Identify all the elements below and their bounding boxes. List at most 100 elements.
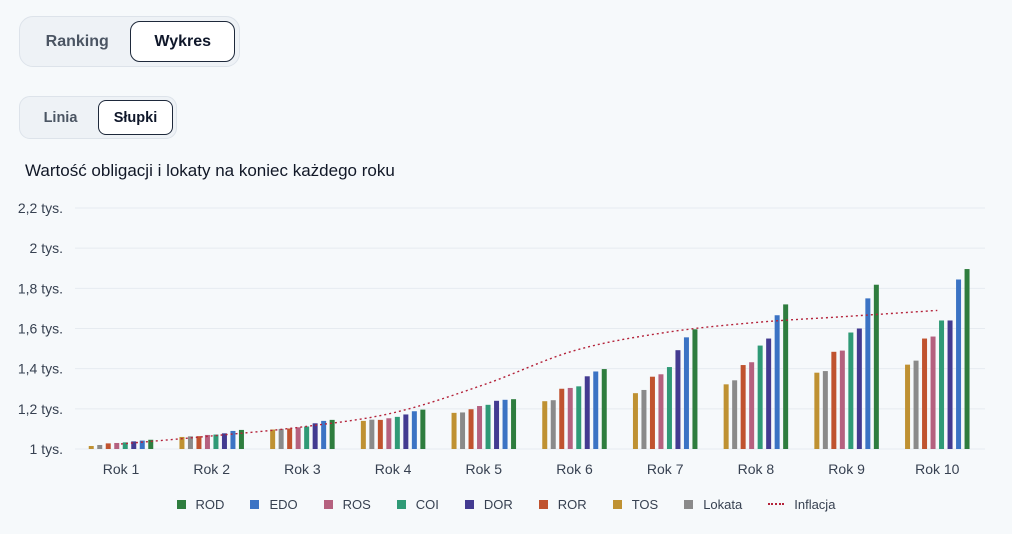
- legend-item-ros[interactable]: ROS: [323, 496, 371, 512]
- legend-swatch: [684, 499, 694, 509]
- bar-ror: [287, 428, 293, 449]
- bar-ror: [740, 365, 746, 449]
- bar-ror: [649, 376, 655, 449]
- x-tick-label: Rok 6: [556, 461, 593, 477]
- bar-edo: [321, 420, 327, 449]
- bar-tos: [632, 393, 638, 449]
- legend-item-dor[interactable]: DOR: [464, 496, 513, 512]
- slupki-tab[interactable]: Słupki: [97, 100, 173, 135]
- x-tick-label: Rok 7: [647, 461, 684, 477]
- legend-label: ROR: [557, 496, 587, 512]
- legend-swatch: [464, 499, 474, 509]
- bar-coi: [666, 367, 672, 449]
- legend-item-ror[interactable]: ROR: [538, 496, 587, 512]
- linia-tab[interactable]: Linia: [43, 109, 78, 126]
- bar-coi: [122, 442, 128, 449]
- bar-ror: [922, 338, 928, 449]
- bar-coi: [304, 426, 310, 449]
- bar-tos: [451, 412, 457, 449]
- y-tick-label: 2 tys.: [30, 240, 63, 256]
- bar-dor: [312, 423, 318, 449]
- ranking-tab[interactable]: Ranking: [45, 32, 109, 50]
- bar-dor: [131, 441, 137, 449]
- bar-coi: [848, 332, 854, 449]
- x-tick-label: Rok 8: [738, 461, 775, 477]
- x-tick-label: Rok 2: [193, 461, 230, 477]
- legend-swatch: [396, 499, 406, 509]
- legend-item-rod[interactable]: ROD: [176, 496, 225, 512]
- legend-label: Lokata: [703, 496, 743, 512]
- legend-label: ROS: [342, 496, 371, 512]
- legend-label: TOS: [631, 496, 659, 512]
- bar-rod: [692, 329, 698, 449]
- bar-edo: [683, 337, 689, 449]
- bar-ros: [114, 442, 120, 449]
- bar-ror: [831, 351, 837, 449]
- bar-edo: [230, 430, 236, 449]
- x-tick-label: Rok 5: [466, 461, 503, 477]
- bar-ros: [658, 374, 664, 449]
- bar-tos: [360, 420, 366, 449]
- legend-swatch: [250, 499, 260, 509]
- legend-item-tos[interactable]: TOS: [612, 496, 659, 512]
- bar-lokata: [187, 436, 193, 449]
- legend-item-edo[interactable]: EDO: [250, 497, 298, 512]
- legend-item-coi[interactable]: COI: [396, 496, 439, 512]
- chart-type-toggle: Linia Słupki: [19, 96, 177, 139]
- bar-ros: [386, 418, 392, 449]
- bar-edo: [502, 399, 508, 449]
- bar-rod: [511, 399, 517, 449]
- y-tick-label: 1,2 tys.: [18, 401, 63, 417]
- bar-edo: [956, 279, 962, 449]
- bar-ros: [295, 427, 301, 449]
- wykres-tab[interactable]: Wykres: [130, 21, 235, 62]
- legend-label: DOR: [483, 496, 513, 512]
- bar-coi: [757, 345, 763, 449]
- legend-swatch: [612, 499, 622, 509]
- bar-edo: [411, 411, 417, 449]
- legend-swatch: [176, 499, 186, 509]
- y-tick-label: 1 tys.: [30, 441, 63, 457]
- bar-dor: [766, 338, 772, 449]
- bar-ros: [839, 350, 845, 449]
- legend-label: ROD: [195, 496, 225, 512]
- bar-coi: [485, 404, 491, 449]
- bar-lokata: [913, 360, 919, 449]
- x-tick-label: Rok 9: [828, 461, 865, 477]
- bar-lokata: [278, 428, 284, 449]
- legend-line-swatch: [768, 503, 785, 505]
- bar-tos: [179, 436, 185, 449]
- bar-tos: [542, 401, 548, 449]
- bar-edo: [139, 440, 145, 449]
- legend-swatch: [538, 499, 548, 509]
- bar-lokata: [732, 380, 738, 449]
- bar-dor: [947, 320, 953, 449]
- inflation-line: [120, 309, 938, 445]
- bar-rod: [238, 429, 244, 449]
- bar-ror: [377, 419, 383, 449]
- bar-lokata: [550, 400, 556, 449]
- legend-item-inflacja[interactable]: Inflacja: [768, 497, 835, 512]
- bar-dor: [675, 350, 681, 449]
- bar-edo: [865, 298, 871, 449]
- bar-ros: [204, 434, 210, 449]
- bar-tos: [270, 429, 276, 449]
- legend-item-lokata[interactable]: Lokata: [684, 497, 742, 512]
- bar-ror: [559, 388, 565, 449]
- bar-coi: [939, 320, 945, 449]
- legend-label: Inflacja: [794, 496, 836, 512]
- legend-label: COI: [415, 496, 439, 512]
- bar-tos: [905, 364, 911, 449]
- y-tick-label: 1,4 tys.: [18, 361, 63, 377]
- y-tick-label: 1,8 tys.: [18, 280, 63, 296]
- bar-lokata: [460, 412, 466, 449]
- bar-lokata: [369, 419, 375, 449]
- bar-rod: [420, 409, 426, 449]
- bar-ror: [468, 409, 474, 449]
- chart-title: Wartość obligacji i lokaty na koniec każ…: [25, 161, 395, 180]
- bar-ros: [477, 406, 483, 449]
- bar-dor: [856, 328, 862, 449]
- bar-dor: [221, 433, 227, 449]
- view-toggle: Ranking Wykres: [19, 16, 240, 67]
